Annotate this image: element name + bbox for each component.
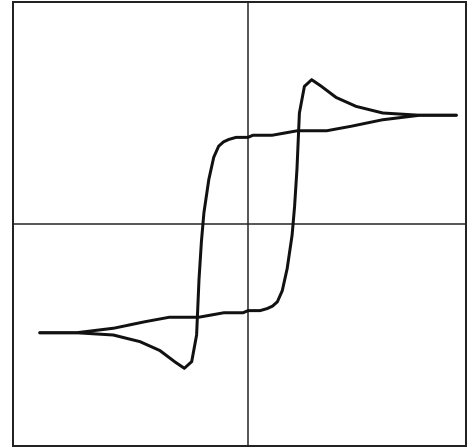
series-layer [38, 78, 458, 370]
series-line-ascending [38, 78, 458, 335]
series-line-descending [38, 113, 458, 370]
